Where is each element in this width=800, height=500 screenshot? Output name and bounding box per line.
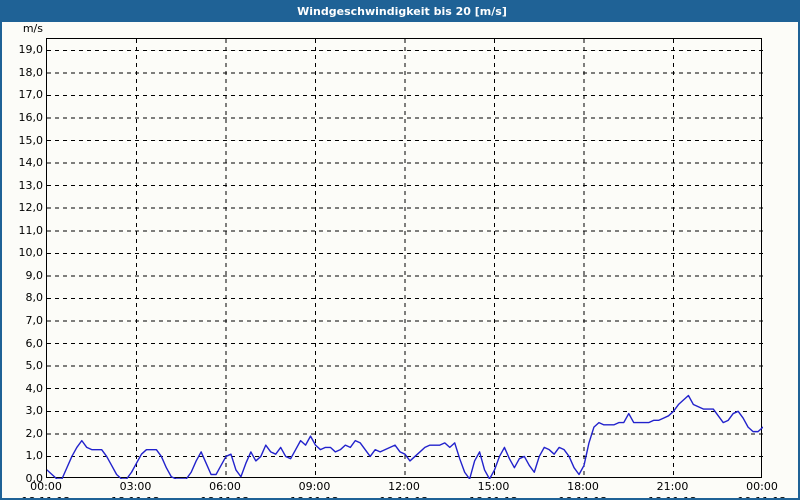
y-axis-unit-label: m/s bbox=[22, 22, 43, 35]
y-axis-tick-labels: 0,0 1,0 2,0 3,0 4,0 5,0 6,0 7,0 8,0 9,0 10,0 11,0 12… bbox=[2, 38, 44, 484]
grid-lines bbox=[47, 39, 763, 479]
y-axis-tick: 12,0 bbox=[18, 201, 44, 215]
x-axis-tick-date: 18.11.12 bbox=[275, 494, 355, 498]
y-axis-tick: 19,0 bbox=[18, 43, 44, 57]
y-axis-tick: 13,0 bbox=[18, 178, 44, 192]
x-axis-tick-time: 18:00 bbox=[567, 480, 599, 493]
x-axis-tick-time: 00:00 bbox=[746, 480, 778, 493]
y-axis-tick: 11,0 bbox=[18, 223, 44, 237]
x-axis-tick-time: 00:00 bbox=[30, 480, 62, 493]
y-axis-tick: 8,0 bbox=[25, 291, 44, 305]
y-axis-tick: 1,0 bbox=[25, 449, 44, 463]
x-axis-tick-date: 18.11.12 bbox=[185, 494, 265, 498]
y-axis-tick: 14,0 bbox=[18, 156, 44, 170]
x-axis-tick: 00:0019.11.12 bbox=[722, 480, 798, 498]
y-axis-tick: 7,0 bbox=[25, 314, 44, 328]
y-axis-tick: 9,0 bbox=[25, 268, 44, 282]
x-axis-tick-date: 18.11.12 bbox=[364, 494, 444, 498]
x-axis-tick-date: 18.11.12 bbox=[633, 494, 713, 498]
y-axis-tick: 17,0 bbox=[18, 88, 44, 102]
y-axis-tick: 2,0 bbox=[25, 426, 44, 440]
x-axis-tick-time: 03:00 bbox=[119, 480, 152, 493]
x-axis-tick-labels: 00:0018.11.1203:0018.11.1206:0018.11.120… bbox=[22, 480, 787, 498]
page-title: Windgeschwindigkeit bis 20 [m/s] bbox=[297, 5, 507, 18]
y-axis-tick: 10,0 bbox=[18, 246, 44, 260]
chart-canvas: m/s 0,0 1,0 2,0 3,0 4,0 5,0 6,0 7,0 8,0 9,0 10,0 11… bbox=[2, 22, 798, 498]
x-axis-tick-date: 19.11.12 bbox=[722, 494, 798, 498]
plot-area bbox=[46, 38, 763, 479]
series-path bbox=[47, 394, 763, 479]
y-axis-tick: 16,0 bbox=[18, 110, 44, 124]
y-axis-tick: 4,0 bbox=[25, 381, 44, 395]
x-axis-tick-time: 12:00 bbox=[388, 480, 420, 493]
y-axis-tick: 6,0 bbox=[25, 336, 44, 350]
window-title-bar: Windgeschwindigkeit bis 20 [m/s] bbox=[2, 2, 798, 22]
y-axis-tick: 3,0 bbox=[25, 404, 44, 418]
data-series-line bbox=[47, 394, 763, 479]
x-axis-tick-date: 18.11.12 bbox=[96, 494, 176, 498]
y-axis-tick: 0,0 bbox=[25, 472, 44, 485]
x-axis-tick-time: 06:00 bbox=[209, 480, 241, 493]
x-axis-tick-time: 21:00 bbox=[656, 480, 689, 493]
y-axis-tick: 15,0 bbox=[18, 133, 44, 147]
y-axis-tick: 18,0 bbox=[18, 65, 44, 79]
x-axis-tick-date: 18.11.12 bbox=[543, 494, 623, 498]
x-axis-tick-time: 09:00 bbox=[298, 480, 331, 493]
x-axis-tick-date: 18.11.12 bbox=[6, 494, 86, 498]
x-axis-tick-date: 18.11.12 bbox=[454, 494, 534, 498]
y-axis-tick: 5,0 bbox=[25, 359, 44, 373]
x-axis-tick-time: 15:00 bbox=[477, 480, 510, 493]
